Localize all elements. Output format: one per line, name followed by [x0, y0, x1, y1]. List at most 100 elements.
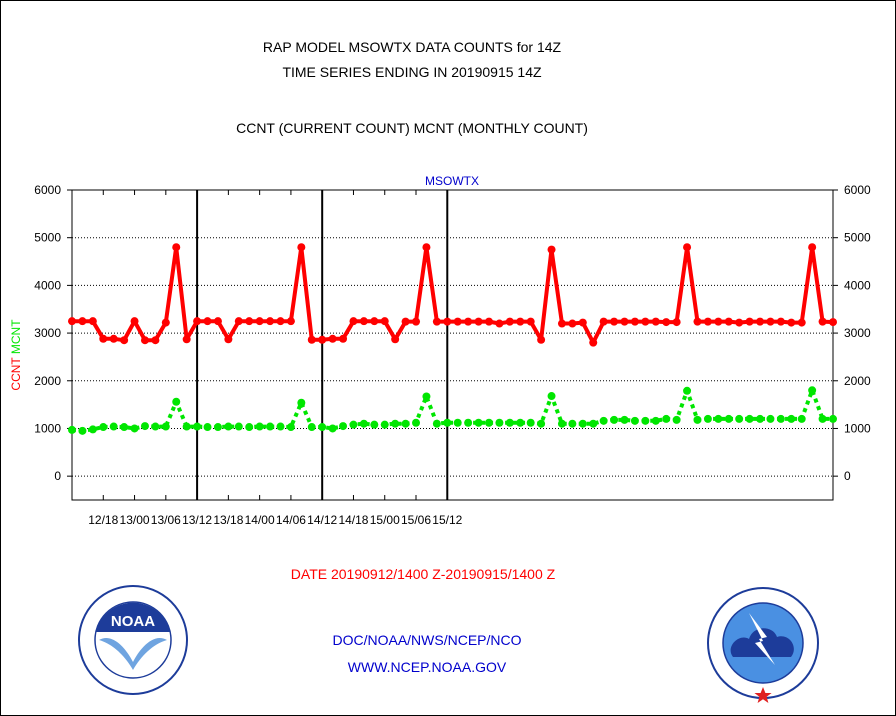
data-point-mcnt [787, 414, 796, 423]
data-point-mcnt [412, 418, 421, 427]
org-label: DOC/NOAA/NWS/NCEP/NCO [332, 632, 521, 648]
data-point-mcnt [172, 397, 181, 406]
data-point-ccnt [620, 317, 629, 326]
data-point-ccnt [547, 245, 556, 254]
data-point-mcnt [286, 423, 295, 432]
data-point-mcnt [370, 420, 379, 429]
data-point-mcnt [568, 419, 577, 428]
data-point-ccnt [589, 338, 598, 347]
grid-layer [67, 189, 838, 501]
data-point-mcnt [505, 418, 514, 427]
data-point-ccnt [318, 335, 327, 344]
data-point-mcnt [391, 419, 400, 428]
data-point-mcnt [693, 415, 702, 424]
data-point-mcnt [380, 420, 389, 429]
data-point-ccnt [683, 243, 692, 252]
data-point-mcnt [203, 423, 212, 432]
y-tick-label-right: 6000 [844, 183, 871, 197]
data-point-ccnt [88, 317, 97, 326]
data-point-mcnt [349, 420, 358, 429]
data-point-ccnt [693, 317, 702, 326]
data-point-mcnt [599, 416, 608, 425]
data-point-ccnt [557, 319, 566, 328]
chart-title-line1: RAP MODEL MSOWTX DATA COUNTS for 14Z [263, 39, 562, 55]
data-point-ccnt [766, 317, 775, 326]
y-tick-label-left: 5000 [34, 231, 61, 245]
data-point-mcnt [484, 418, 493, 427]
data-point-ccnt [787, 318, 796, 327]
data-point-ccnt [401, 317, 410, 326]
data-point-mcnt [224, 422, 233, 431]
data-point-ccnt [432, 317, 441, 326]
x-tick-label: 12/18 [88, 513, 118, 527]
data-point-mcnt [589, 419, 598, 428]
data-point-ccnt [703, 317, 712, 326]
data-point-ccnt [120, 336, 129, 345]
data-point-mcnt [464, 418, 473, 427]
x-tick-label: 13/12 [182, 513, 212, 527]
series-layer [68, 243, 837, 435]
x-tick-label: 15/06 [401, 513, 431, 527]
y-tick-label-right: 3000 [844, 326, 871, 340]
data-point-mcnt [578, 419, 587, 428]
data-point-mcnt [829, 414, 837, 423]
data-point-mcnt [443, 418, 452, 427]
data-point-ccnt [255, 317, 264, 326]
series-line-ccnt [72, 245, 834, 345]
data-point-mcnt [120, 423, 129, 432]
data-point-ccnt [495, 319, 504, 328]
data-point-mcnt [255, 422, 264, 431]
data-point-ccnt [797, 318, 806, 327]
y-axis-label: CCNT MCNT [9, 319, 23, 391]
data-point-mcnt [432, 419, 441, 428]
y-tick-label-right: 0 [844, 469, 851, 483]
data-point-mcnt [651, 416, 660, 425]
data-point-ccnt [182, 335, 191, 344]
y-tick-label-left: 2000 [34, 374, 61, 388]
data-point-ccnt [651, 317, 660, 326]
y-tick-label-right: 4000 [844, 278, 871, 292]
data-point-mcnt [161, 422, 170, 431]
data-point-ccnt [537, 335, 546, 344]
data-point-ccnt [130, 317, 139, 326]
data-point-mcnt [547, 392, 556, 401]
y-axis-label-mcnt: MCNT [9, 319, 23, 354]
data-point-ccnt [109, 334, 118, 343]
data-point-mcnt [140, 422, 149, 431]
data-point-ccnt [203, 317, 212, 326]
data-point-mcnt [401, 419, 410, 428]
data-point-ccnt [245, 317, 254, 326]
data-point-ccnt [829, 318, 837, 327]
data-point-ccnt [484, 317, 493, 326]
data-point-mcnt [620, 415, 629, 424]
y-tick-label-left: 4000 [34, 278, 61, 292]
data-point-mcnt [714, 414, 723, 423]
data-point-ccnt [140, 336, 149, 345]
y-axis-label-ccnt: CCNT [9, 357, 23, 391]
data-point-mcnt [662, 414, 671, 423]
x-tick-label: 15/12 [432, 513, 462, 527]
data-point-ccnt [161, 318, 170, 327]
noaa-logo: NOAA [78, 585, 188, 695]
data-point-mcnt [641, 416, 650, 425]
data-point-ccnt [297, 243, 306, 252]
data-point-ccnt [568, 319, 577, 328]
data-point-ccnt [516, 317, 525, 326]
data-point-ccnt [213, 317, 222, 326]
data-point-mcnt [756, 414, 765, 423]
data-point-mcnt [339, 422, 348, 431]
data-point-mcnt [745, 414, 754, 423]
data-point-ccnt [68, 317, 76, 326]
data-point-ccnt [276, 317, 285, 326]
data-point-mcnt [735, 414, 744, 423]
data-point-ccnt [526, 317, 535, 326]
data-point-mcnt [808, 386, 817, 395]
x-tick-label: 13/06 [151, 513, 181, 527]
x-tick-label: 14/18 [338, 513, 368, 527]
data-point-ccnt [745, 317, 754, 326]
data-point-mcnt [703, 414, 712, 423]
data-point-mcnt [359, 419, 368, 428]
y-tick-label-left: 6000 [34, 183, 61, 197]
data-point-mcnt [307, 423, 316, 432]
chart-title-line2: TIME SERIES ENDING IN 20190915 14Z [282, 64, 542, 80]
